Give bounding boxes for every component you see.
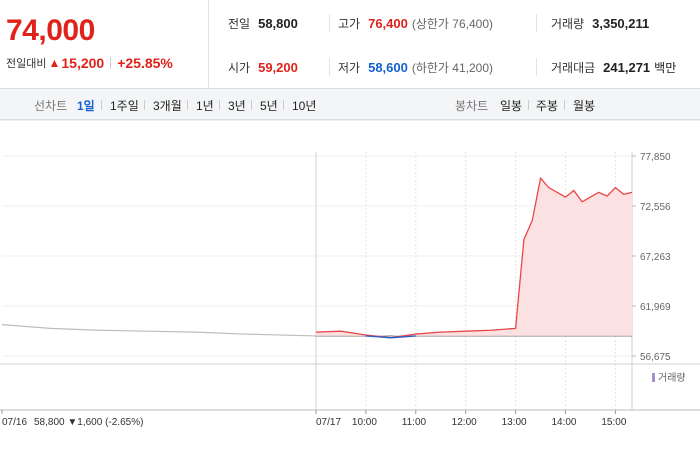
lower-limit: (하한가 41,200) (411, 61, 494, 75)
divider (144, 100, 145, 110)
divider (219, 100, 220, 110)
intraday-chart[interactable]: 77,850 72,556 67,263 61,969 56,675 07/16 07/17… (0, 120, 700, 450)
candle-chart-label: 봉차트 (455, 99, 489, 113)
divider (283, 100, 284, 110)
today-price-line (315, 176, 633, 339)
tab-monthly-candle[interactable]: 월봉 (573, 99, 596, 113)
x-tick-label: 15:00 (601, 417, 626, 428)
prev-close-stat: 전일 58,800 (228, 15, 298, 32)
prev-day-note: 58,800 ▼1,600 (-2.65%) (34, 417, 143, 428)
price-change: 전일대비 ▲ 15,200 +25.85% (6, 55, 173, 71)
high-value: 76,400 (368, 16, 408, 31)
open-value: 59,200 (258, 60, 298, 75)
x-tick-label: 14:00 (551, 417, 576, 428)
today-area-fill (316, 178, 632, 336)
change-amount: 15,200 (61, 55, 105, 71)
tab-10year[interactable]: 10년 (292, 99, 317, 113)
divider (329, 14, 330, 32)
x-tick-label: 07/17 (316, 417, 341, 428)
y-tick-label: 61,969 (640, 302, 671, 313)
divider (251, 100, 252, 110)
x-tick-label: 07/16 (2, 417, 27, 428)
open-label: 시가 (228, 61, 251, 75)
prev-close-value: 58,800 (258, 16, 298, 31)
amount-stat: 거래대금 241,271 백만 (551, 59, 676, 76)
tab-1year[interactable]: 1년 (196, 99, 214, 113)
change-percent: +25.85% (117, 55, 173, 71)
divider (101, 100, 102, 110)
tab-3month[interactable]: 3개월 (153, 99, 182, 113)
prev-day-line (1, 323, 317, 337)
x-tick-label: 13:00 (502, 417, 527, 428)
tab-1week[interactable]: 1주일 (110, 99, 139, 113)
divider (536, 58, 537, 76)
volume-legend-swatch (652, 373, 655, 382)
low-value: 58,600 (368, 60, 408, 75)
price-box: 74,000 전일대비 ▲ 15,200 +25.85% (0, 0, 209, 88)
volume-value: 3,350,211 (592, 16, 650, 31)
x-tick-label: 10:00 (352, 417, 377, 428)
up-triangle-icon: ▲ (48, 56, 61, 70)
low-stat: 저가 58,600 (하한가 41,200) (338, 59, 493, 76)
current-price: 74,000 (6, 14, 95, 47)
amount-value: 241,271 (603, 60, 651, 75)
x-tick-label: 12:00 (452, 417, 477, 428)
amount-unit: 백만 (654, 61, 677, 75)
quote-header: 74,000 전일대비 ▲ 15,200 +25.85% 전일 58,800 고… (0, 0, 700, 89)
y-tick-label: 72,556 (640, 202, 671, 213)
volume-stat: 거래량 3,350,211 (551, 15, 649, 32)
tab-3year[interactable]: 3년 (228, 99, 246, 113)
below-prev-close-line (365, 335, 416, 339)
low-label: 저가 (338, 61, 361, 75)
change-label: 전일대비 (6, 58, 47, 70)
chart-svg[interactable]: 77,850 72,556 67,263 61,969 56,675 07/16 07/17… (0, 120, 700, 450)
tab-daily-candle[interactable]: 일봉 (500, 99, 523, 113)
prev-close-label: 전일 (228, 17, 251, 31)
amount-label: 거래대금 (551, 61, 596, 75)
y-tick-label: 67,263 (640, 252, 671, 263)
open-stat: 시가 59,200 (228, 59, 298, 76)
divider (329, 58, 330, 76)
chart-tabs: 선차트 1일 1주일 3개월 1년 3년 5년 10년 봉차트 일봉 주봉 월봉 (0, 89, 700, 120)
divider (110, 57, 112, 69)
y-tick-label: 77,850 (640, 152, 671, 163)
high-label: 고가 (338, 17, 361, 31)
volume-legend-label: 거래량 (658, 372, 686, 384)
tab-5year[interactable]: 5년 (260, 99, 278, 113)
divider (187, 100, 188, 110)
tab-1day[interactable]: 1일 (77, 99, 95, 113)
tab-weekly-candle[interactable]: 주봉 (536, 99, 559, 113)
divider (536, 14, 537, 32)
divider (528, 100, 529, 110)
x-tick-label: 11:00 (402, 417, 427, 428)
divider (564, 100, 565, 110)
upper-limit: (상한가 76,400) (411, 17, 494, 31)
y-tick-label: 56,675 (640, 352, 671, 363)
high-stat: 고가 76,400 (상한가 76,400) (338, 15, 493, 32)
volume-label: 거래량 (551, 17, 585, 31)
line-chart-label: 선차트 (34, 99, 68, 113)
